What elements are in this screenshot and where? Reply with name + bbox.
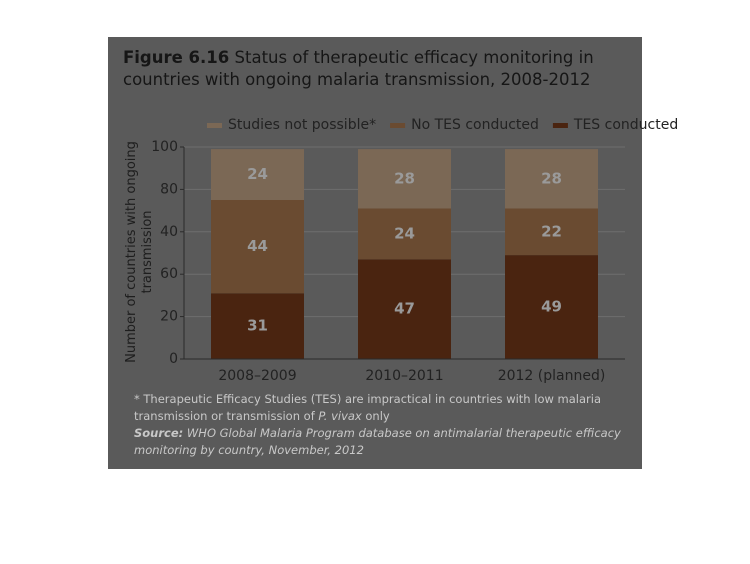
bar-segment [505,255,598,359]
data-label: 47 [394,300,415,318]
source: Source: WHO Global Malaria Program datab… [134,425,626,459]
data-label: 28 [541,169,562,187]
bar-segment [358,259,451,359]
bar-segment [505,208,598,256]
bar-segment [358,208,451,260]
legend-swatch [207,123,222,128]
figure-number: Figure 6.16 [123,48,230,67]
title-text: Status of therapeutic efficacy monitorin… [123,48,594,89]
footnote: * Therapeutic Efficacy Studies (TES) are… [134,391,626,459]
data-label: 31 [247,317,268,335]
bar-segment [211,200,304,294]
y-tick-label: 100 [151,139,178,155]
footnote-text: * Therapeutic Efficacy Studies (TES) are… [134,391,626,425]
legend-swatch [390,123,406,128]
chart-title: Figure 6.16 Status of therapeutic effica… [123,47,638,91]
data-label: 24 [247,165,268,183]
legend-swatch [552,123,568,128]
source-text: WHO Global Malaria Program database on a… [134,426,621,457]
data-label: 24 [394,224,415,242]
y-tick-label: 0 [169,351,178,367]
footnote-italic: P. vivax [318,409,362,423]
x-tick-label: 2008–2009 [218,368,296,384]
bar-segment [211,293,304,359]
data-label: 28 [394,169,415,187]
legend-label: No TES conducted [411,117,539,133]
bar-segment [211,149,304,200]
data-label: 49 [541,298,562,316]
data-label: 22 [541,222,562,240]
footnote-part: only [361,409,390,423]
y-tick-label: 60 [160,266,178,282]
x-tick-label: 2010–2011 [365,368,443,384]
y-tick-label: 40 [160,224,178,240]
bar-segment [505,149,598,209]
footnote-part: * Therapeutic Efficacy Studies (TES) are… [134,392,601,423]
y-tick-label: 80 [160,181,178,197]
x-tick-label: 2012 (planned) [498,368,606,384]
y-tick-label: 20 [160,309,178,325]
legend-label: Studies not possible* [228,117,376,133]
source-label: Source: [134,426,184,440]
legend-label: TES conducted [573,117,678,133]
y-axis-label: Number of countries with ongoing transmi… [124,141,155,363]
bar-segment [358,149,451,209]
data-label: 44 [247,237,268,255]
